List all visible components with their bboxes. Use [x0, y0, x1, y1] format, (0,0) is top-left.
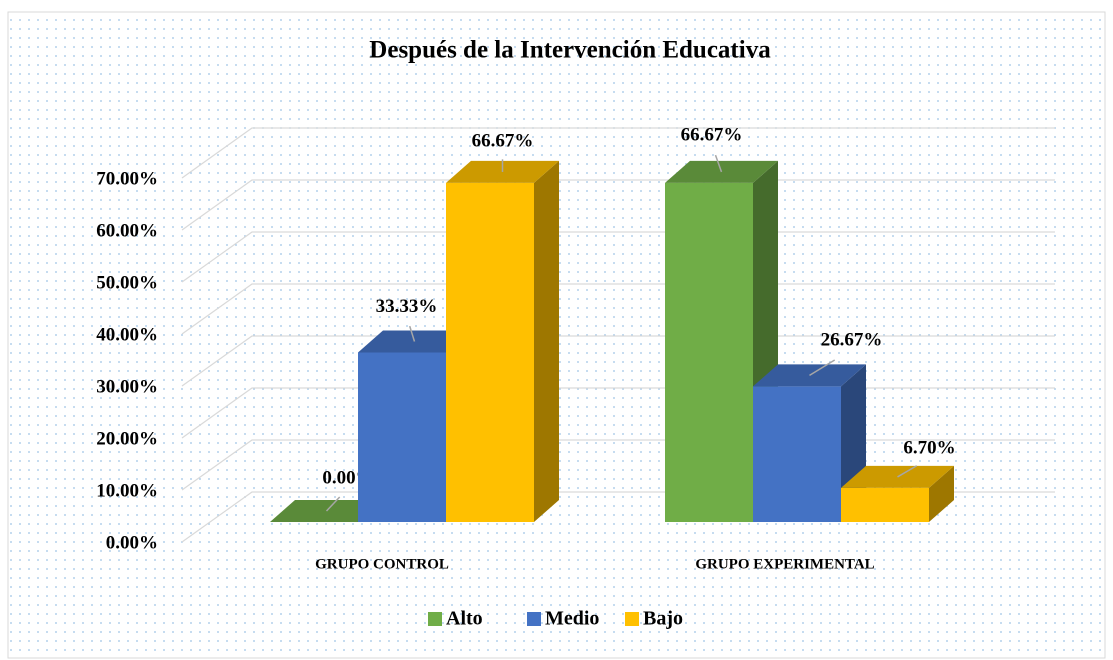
value-label: 33.33% — [376, 296, 438, 317]
bar — [841, 487, 929, 522]
legend-label: Bajo — [643, 608, 683, 630]
grid-line — [181, 335, 1055, 387]
bar — [358, 352, 446, 522]
value-label: 26.67% — [821, 330, 883, 351]
y-tick-label: 70.00% — [96, 168, 158, 189]
bar — [446, 182, 534, 522]
bar — [753, 386, 841, 522]
y-tick-label: 20.00% — [96, 428, 158, 449]
grid-line — [181, 127, 1055, 179]
y-tick-label: 50.00% — [96, 272, 158, 293]
y-tick-label: 60.00% — [96, 220, 158, 241]
y-tick-label: 30.00% — [96, 376, 158, 397]
bar-side — [534, 160, 559, 522]
value-label: 6.70% — [903, 437, 955, 458]
x-tick-label: GRUPO CONTROL — [315, 556, 449, 572]
y-tick-label: 40.00% — [96, 324, 158, 345]
bar — [665, 182, 753, 522]
y-tick-label: 10.00% — [96, 480, 158, 501]
grid-line — [181, 231, 1055, 283]
legend-swatch — [625, 612, 639, 626]
leader-line — [809, 359, 836, 377]
grid-line — [181, 283, 1055, 335]
legend-label: Alto — [446, 608, 483, 630]
value-label: 66.67% — [681, 124, 743, 145]
value-label: 66.67% — [472, 130, 534, 151]
leader-line — [714, 154, 723, 173]
leader-line — [325, 496, 341, 512]
x-tick-label: GRUPO EXPERIMENTAL — [695, 556, 874, 572]
y-tick-label: 0.00% — [106, 532, 158, 553]
legend-swatch — [527, 612, 541, 626]
grid-line — [181, 179, 1055, 231]
legend-swatch — [428, 612, 442, 626]
legend-label: Medio — [545, 608, 599, 630]
leader-line — [897, 465, 918, 478]
leader-line — [408, 325, 416, 342]
bar-side — [929, 465, 954, 522]
chart-title: Después de la Intervención Educativa — [369, 37, 771, 64]
